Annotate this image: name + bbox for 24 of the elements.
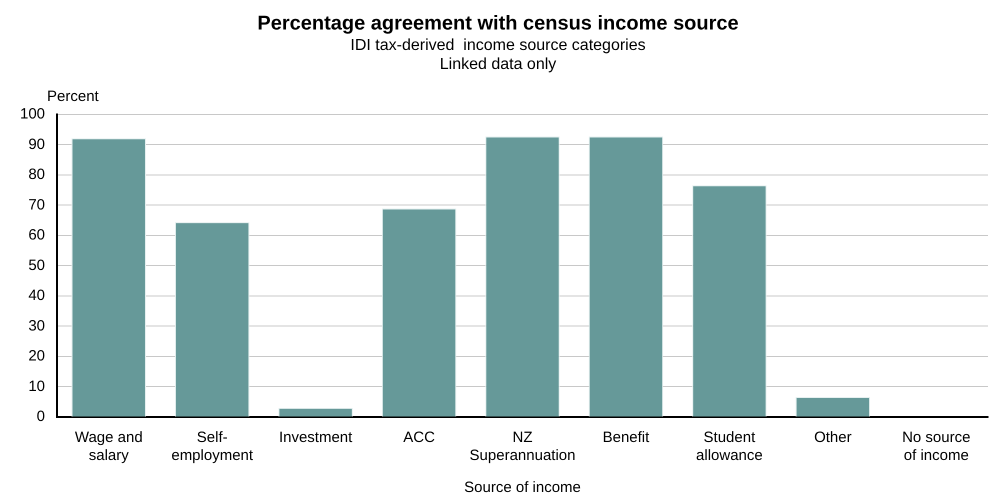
y-tick-label: 80 [28, 166, 46, 184]
y-axis-title: Percent [47, 88, 100, 106]
y-tick-label: 60 [28, 226, 46, 244]
chart-title: Percentage agreement with census income source [257, 12, 739, 35]
x-tick-label: Student allowance [696, 429, 763, 464]
x-tick-label: NZ Superannuation [470, 429, 576, 464]
x-tick-label: Investment [278, 429, 354, 446]
y-tick-label: 100 [20, 106, 46, 123]
y-tick-label: 30 [28, 317, 46, 334]
x-tick-label: Self-employment [171, 429, 254, 464]
x-axis-title: Source of income [464, 479, 581, 496]
y-tick-label: 20 [28, 348, 46, 365]
y-tick-label: 90 [28, 136, 46, 153]
x-tick-label: Benefit [602, 429, 650, 446]
chart-subtitle: IDI tax-derived income source categories Linked data only [350, 37, 646, 74]
x-tick-label: Other [814, 429, 852, 446]
x-tick-label: Wage and salary [74, 429, 143, 464]
x-tick-label: ACC [403, 429, 436, 446]
y-tick-label: 70 [28, 196, 46, 214]
y-tick-label: 0 [36, 408, 46, 426]
y-tick-label: 10 [28, 378, 46, 395]
y-tick-label: 40 [28, 287, 46, 304]
x-tick-label: No source of income [902, 429, 970, 464]
y-tick-label: 50 [28, 256, 46, 274]
